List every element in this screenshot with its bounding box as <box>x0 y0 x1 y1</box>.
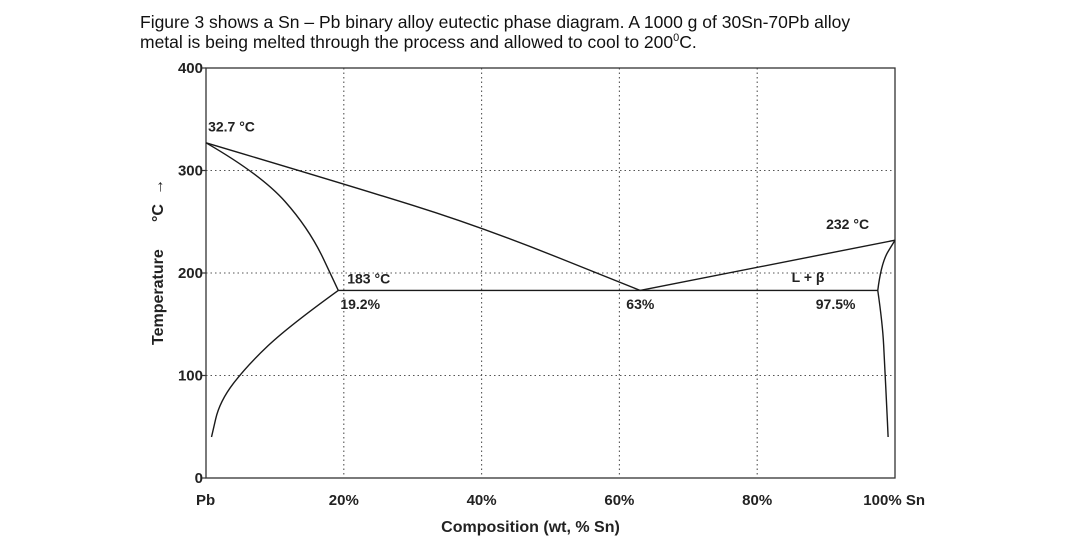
liquidus-left-line <box>205 142 641 292</box>
x-tick-label: Pb <box>196 492 215 509</box>
y-axis-unit: °C <box>150 204 167 222</box>
annotation-label: 183 °C <box>347 270 390 286</box>
y-tick-label: 300 <box>178 163 203 180</box>
y-axis-label-group: Temperature °C → <box>150 179 167 345</box>
x-tick-label: 20% <box>329 492 359 509</box>
y-axis-arrow-icon: → <box>150 179 167 195</box>
x-tick-label: 100% Sn <box>863 492 925 509</box>
solvus-beta-line <box>877 290 889 438</box>
y-tick-label: 400 <box>178 60 203 77</box>
annotation-label: L + β <box>792 269 825 285</box>
x-tick-label: 60% <box>604 492 634 509</box>
annotation-label: 32.7 °C <box>208 119 255 135</box>
annotations: 32.7 °C 232 °C 183 °C 19.2% 63% L + β 97.5% <box>208 119 869 312</box>
liquidus-right-line <box>639 239 896 292</box>
y-axis-label: Temperature <box>150 249 167 345</box>
y-tick-label: 0 <box>195 470 203 487</box>
y-tick-label: 200 <box>178 265 203 282</box>
x-axis-label: Composition (wt, % Sn) <box>441 519 620 536</box>
phase-curves <box>205 142 896 438</box>
question-line-2-prefix: metal is being melted through the proces… <box>140 32 674 52</box>
question-text: Figure 3 shows a Sn – Pb binary alloy eu… <box>140 12 960 52</box>
question-line-2-suffix: C. <box>679 32 697 52</box>
x-tick-label: 40% <box>467 492 497 509</box>
y-tick-label: 100 <box>178 368 203 385</box>
annotation-label: 232 °C <box>826 216 869 232</box>
grid-layer <box>206 68 895 478</box>
question-line-1: Figure 3 shows a Sn – Pb binary alloy eu… <box>140 12 851 32</box>
x-tick-label: 80% <box>742 492 772 509</box>
question-line-2: metal is being melted through the proces… <box>140 32 960 52</box>
axis-ticks: 0 100 200 300 400 Pb 20% 40% 60% 80% 100% Sn <box>178 60 925 509</box>
annotation-label: 63% <box>626 296 655 312</box>
annotation-label: 19.2% <box>340 296 380 312</box>
annotation-label: 97.5% <box>816 296 856 312</box>
solidus-beta-line <box>877 239 896 291</box>
solvus-alpha-line <box>210 289 339 438</box>
degree-superscript: 0 <box>673 32 680 45</box>
solidus-alpha-line <box>205 142 339 291</box>
